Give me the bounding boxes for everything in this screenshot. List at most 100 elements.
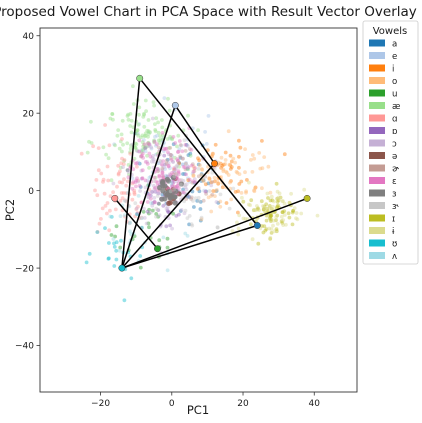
data-point xyxy=(154,212,159,216)
legend-label: ʊ xyxy=(392,240,397,250)
data-point xyxy=(163,173,168,178)
data-point xyxy=(262,204,267,209)
data-point xyxy=(261,207,266,212)
data-point xyxy=(147,225,151,230)
x-tick-label: 0 xyxy=(169,399,175,409)
data-point xyxy=(244,190,248,195)
data-point xyxy=(174,166,178,171)
data-point xyxy=(140,176,145,181)
data-point xyxy=(186,178,191,183)
data-point xyxy=(213,142,218,147)
y-tick-label: 20 xyxy=(23,109,35,119)
data-point xyxy=(119,132,124,137)
data-point xyxy=(125,168,130,173)
data-point xyxy=(219,155,224,160)
data-point xyxy=(155,208,160,212)
data-point xyxy=(169,158,174,162)
data-point xyxy=(184,197,189,201)
data-point xyxy=(135,161,139,166)
data-point xyxy=(143,131,148,136)
data-point xyxy=(150,156,155,161)
data-point xyxy=(106,156,111,161)
data-point xyxy=(253,186,257,191)
data-point xyxy=(107,143,112,148)
data-point xyxy=(132,234,137,239)
data-point xyxy=(198,218,203,223)
data-point xyxy=(249,158,253,162)
data-point xyxy=(178,181,184,187)
data-point xyxy=(167,146,171,150)
data-point xyxy=(184,161,188,165)
data-point xyxy=(141,115,146,119)
data-point xyxy=(253,208,258,213)
data-point xyxy=(192,169,197,174)
data-point xyxy=(213,179,217,184)
data-point xyxy=(209,209,214,214)
data-point xyxy=(174,172,179,177)
data-point xyxy=(154,152,158,157)
data-point xyxy=(128,146,133,151)
data-point xyxy=(282,209,287,214)
data-point xyxy=(168,189,173,194)
data-point xyxy=(96,168,101,173)
data-point xyxy=(156,169,160,174)
data-point xyxy=(164,176,170,182)
data-point xyxy=(243,147,248,152)
data-point xyxy=(191,174,196,178)
plot-area xyxy=(79,74,320,303)
data-point xyxy=(203,182,208,187)
data-point xyxy=(274,181,279,186)
data-point xyxy=(268,237,273,241)
data-point xyxy=(136,179,141,184)
data-point xyxy=(146,221,151,226)
data-point xyxy=(250,170,255,174)
data-point xyxy=(260,224,264,228)
data-point xyxy=(113,207,118,212)
legend-label: ɪ xyxy=(392,215,395,225)
data-point xyxy=(176,133,181,138)
data-point xyxy=(199,167,204,171)
data-point xyxy=(229,197,234,202)
data-point xyxy=(137,161,142,166)
data-point xyxy=(135,211,140,215)
data-point xyxy=(157,174,162,179)
data-point xyxy=(223,158,228,162)
data-point xyxy=(148,193,153,198)
data-point xyxy=(198,207,203,211)
data-point xyxy=(116,128,121,133)
data-point xyxy=(172,167,177,172)
overlay-line xyxy=(121,224,258,269)
data-point xyxy=(160,168,165,173)
data-point xyxy=(156,214,161,219)
data-point xyxy=(261,230,266,235)
data-point xyxy=(220,163,225,168)
data-point xyxy=(147,151,152,156)
data-point xyxy=(170,153,175,158)
data-point xyxy=(213,194,217,199)
data-point xyxy=(244,189,249,194)
legend-label: ɝ xyxy=(392,202,399,212)
legend-label: ɚ xyxy=(392,165,399,175)
data-point xyxy=(141,209,146,214)
data-point xyxy=(267,204,272,208)
data-point xyxy=(192,180,197,185)
data-point xyxy=(253,185,258,190)
data-point xyxy=(279,219,284,224)
data-point xyxy=(237,172,242,177)
data-point xyxy=(166,161,171,166)
data-point xyxy=(143,133,148,138)
data-point xyxy=(125,168,130,173)
data-point xyxy=(136,204,140,209)
data-point xyxy=(118,245,123,250)
data-point xyxy=(107,256,111,261)
data-point xyxy=(220,185,225,190)
data-point xyxy=(248,203,253,208)
data-point xyxy=(123,199,127,203)
data-point xyxy=(150,203,155,208)
legend-swatch xyxy=(369,214,385,222)
data-point xyxy=(137,138,142,143)
data-point xyxy=(177,161,182,165)
data-point xyxy=(107,228,112,233)
data-point xyxy=(269,213,274,218)
data-point xyxy=(219,166,224,170)
